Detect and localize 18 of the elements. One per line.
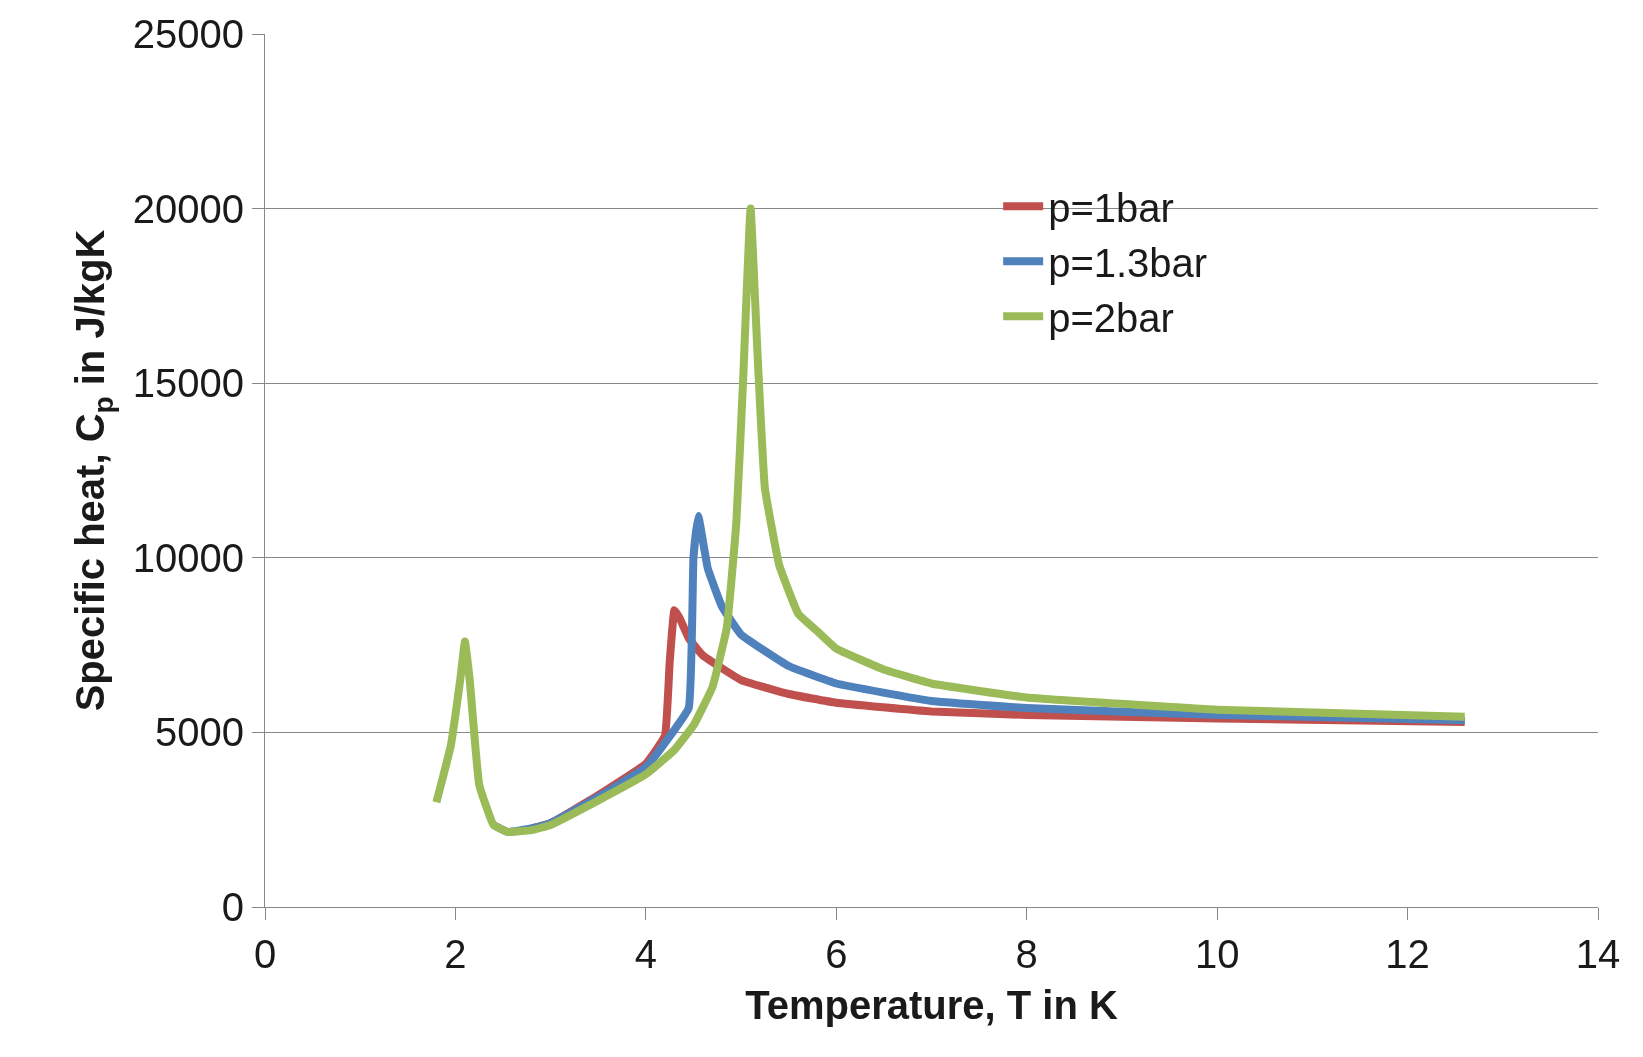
x-tick-label: 12	[1385, 932, 1430, 976]
legend-label: p=2bar	[1048, 295, 1174, 340]
x-tick-label: 2	[444, 932, 467, 976]
y-tick-label: 5000	[155, 710, 244, 755]
x-tick-label: 8	[1015, 932, 1038, 976]
y-tick-label: 10000	[132, 535, 244, 580]
legend-label: p=1.3bar	[1048, 240, 1208, 285]
x-tick-label: 0	[253, 932, 277, 976]
y-tick-label: 20000	[132, 186, 244, 231]
legend-label: p=1bar	[1048, 185, 1174, 230]
x-tick-label: 14	[1575, 932, 1621, 976]
y-tick-label: 0	[221, 885, 244, 929]
y-tick-label: 25000	[132, 12, 244, 56]
x-axis-title: Temperature, T in K	[745, 982, 1118, 1027]
x-tick-label: 4	[634, 932, 657, 976]
y-tick-label: 15000	[132, 361, 244, 406]
x-tick-label: 6	[825, 932, 848, 976]
x-tick-label: 10	[1194, 932, 1240, 976]
